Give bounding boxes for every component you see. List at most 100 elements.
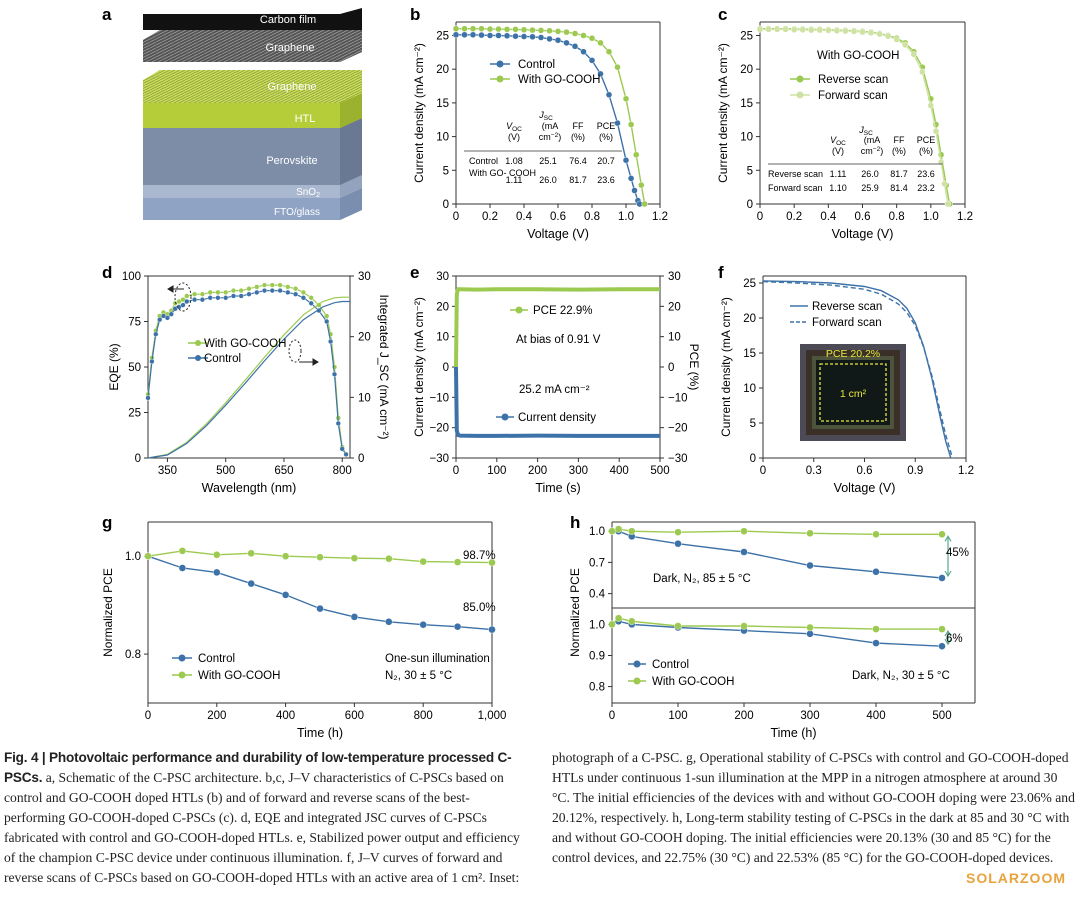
chart-h: 0 100 200 300 400 500 0.4 0.7 1.0 0.8 0.9 1.0 Time (… <box>568 521 976 740</box>
point-g-control-2 <box>213 568 221 577</box>
table-c-r1-label: Forward scan <box>768 183 823 193</box>
point-c-forward-scan-6 <box>808 26 815 34</box>
point-b-with-go-cooh-17 <box>597 39 604 47</box>
panel-label-g: g <box>102 513 112 532</box>
xlabel-g: Time (h) <box>297 726 343 740</box>
point-d-control-32 <box>339 446 345 452</box>
xtick-label-b-6: 1.2 <box>652 211 668 223</box>
table-c-r0-ff: 81.7 <box>890 169 908 179</box>
y2tick-label-e-0: −30 <box>668 453 688 465</box>
point-d-control-0 <box>145 395 151 401</box>
point-d-control-24 <box>293 291 299 297</box>
point-h0-control-6 <box>872 568 880 576</box>
point-b-control-8 <box>520 33 528 40</box>
h-delta-arrow-bottom-0 <box>944 570 952 578</box>
ytick-label-d-4: 100 <box>122 271 141 283</box>
g-annotation-illumination: One-sun illumination <box>385 653 490 665</box>
point-d-with-go-cooh-23 <box>285 284 291 290</box>
point-g-with-go-cooh-5 <box>316 553 324 561</box>
svg-text:PCE: PCE <box>597 121 616 131</box>
xtick-label-f-0: 0 <box>760 465 766 477</box>
d-axis-indicators <box>167 282 319 366</box>
xtick-label-b-0: 0 <box>453 211 459 223</box>
point-g-control-1 <box>178 564 187 572</box>
svg-text:(%): (%) <box>892 146 906 156</box>
legend-d: With GO-COOH Control <box>188 338 286 365</box>
ytick-label-c-4: 20 <box>740 64 753 76</box>
panel-label-h: h <box>570 513 580 532</box>
point-d-control-11 <box>192 297 198 303</box>
label-sno2: SnO2 <box>296 187 320 199</box>
point-h0-with-go-cooh-6 <box>872 530 880 538</box>
series-line-h1-with-go-cooh <box>611 617 942 630</box>
active-area-outline <box>819 363 887 422</box>
point-c-forward-scan-0 <box>756 26 764 33</box>
point-b-with-go-cooh-11 <box>546 27 553 34</box>
point-b-with-go-cooh-4 <box>486 25 494 33</box>
xtick-label-d-1: 500 <box>216 465 235 477</box>
xtick-label-h-4: 400 <box>866 710 885 722</box>
ytick-label-d-1: 25 <box>128 408 141 420</box>
xtick-label-h-2: 200 <box>734 710 753 722</box>
point-b-control-18 <box>605 91 613 99</box>
point-d-control-33 <box>343 451 349 458</box>
point-c-forward-scan-9 <box>833 27 841 34</box>
xtick-label-f-4: 1.2 <box>958 465 974 477</box>
xtick-label-b-1: 0.2 <box>482 211 498 223</box>
legend-h-control-marker <box>633 660 641 668</box>
point-b-control-11 <box>546 35 553 43</box>
point-b-with-go-cooh-15 <box>580 32 587 39</box>
series-line-f-reverse-scan <box>762 280 952 459</box>
legend-g-control: Control <box>198 653 235 665</box>
series-line-e-current-density <box>454 366 660 438</box>
legend-c-reverse: Reverse scan <box>818 74 888 86</box>
xtick-label-g-2: 400 <box>276 710 295 722</box>
point-b-control-14 <box>571 43 579 50</box>
xtick-label-d-3: 800 <box>333 465 352 477</box>
point-h1-with-go-cooh-0 <box>608 620 616 629</box>
legend-h-control: Control <box>652 659 689 671</box>
point-h1-with-go-cooh-6 <box>872 625 880 633</box>
point-d-with-go-cooh-24 <box>293 286 299 292</box>
xtick-label-h-5: 500 <box>932 710 951 722</box>
ytick-label-f-5: 25 <box>743 278 756 290</box>
ytick-label-c-3: 15 <box>740 98 753 110</box>
series-line-h0-control <box>612 530 943 579</box>
inset-photo: PCE 20.2% 1 cm² <box>800 344 906 441</box>
y2label-e: PCE (%) <box>687 344 701 391</box>
label-carbon-film: Carbon film <box>260 14 316 26</box>
legend-b-go: With GO-COOH <box>518 74 600 86</box>
y2tick-label-d-0: 0 <box>358 453 364 465</box>
h-top-condition: Dark, N₂, 85 ± 5 °C <box>653 573 751 585</box>
point-d-control-29 <box>328 338 334 345</box>
point-d-with-go-cooh-10 <box>184 293 190 299</box>
point-b-with-go-cooh-3 <box>478 25 485 32</box>
point-c-forward-scan-7 <box>816 26 823 34</box>
g-annotation-go: 98.7% <box>463 550 496 562</box>
point-h1-control-7 <box>938 642 946 650</box>
point-d-with-go-cooh-30 <box>331 364 338 370</box>
point-h0-with-go-cooh-0 <box>608 527 616 535</box>
legend-d-go-marker <box>195 340 201 346</box>
xtick-label-g-5: 1,000 <box>478 710 507 722</box>
point-g-with-go-cooh-2 <box>213 551 221 559</box>
point-c-forward-scan-2 <box>773 26 781 33</box>
ylabel-e: Current density (mA cm⁻²) <box>412 297 426 437</box>
xlabel-d: Wavelength (nm) <box>202 481 297 495</box>
y2tick-label-e-2: −10 <box>668 392 688 404</box>
xtick-label-d-0: 350 <box>158 465 177 477</box>
series-line-d-integrated-j-sc-control- <box>147 300 350 459</box>
point-h0-with-go-cooh-4 <box>740 527 748 535</box>
point-d-control-3 <box>157 317 163 323</box>
caption-right-body: photograph of a C-PSC. g, Operational st… <box>552 750 1075 865</box>
ytick-label-b-5: 25 <box>436 30 449 42</box>
xtick-label-d-2: 650 <box>274 465 293 477</box>
label-graphene-1: Graphene <box>266 42 315 54</box>
ytick-label-g-1: 1.0 <box>125 551 141 563</box>
point-d-with-go-cooh-28 <box>324 313 330 319</box>
y2tick-label-e-4: 10 <box>668 332 681 344</box>
legend-g-control-marker <box>178 654 186 662</box>
figure: a b c d e f g h Carbon film Graphene Gra… <box>101 5 976 740</box>
ytick-label-e-0: −30 <box>429 453 449 465</box>
xtick-label-e-4: 400 <box>610 465 629 477</box>
